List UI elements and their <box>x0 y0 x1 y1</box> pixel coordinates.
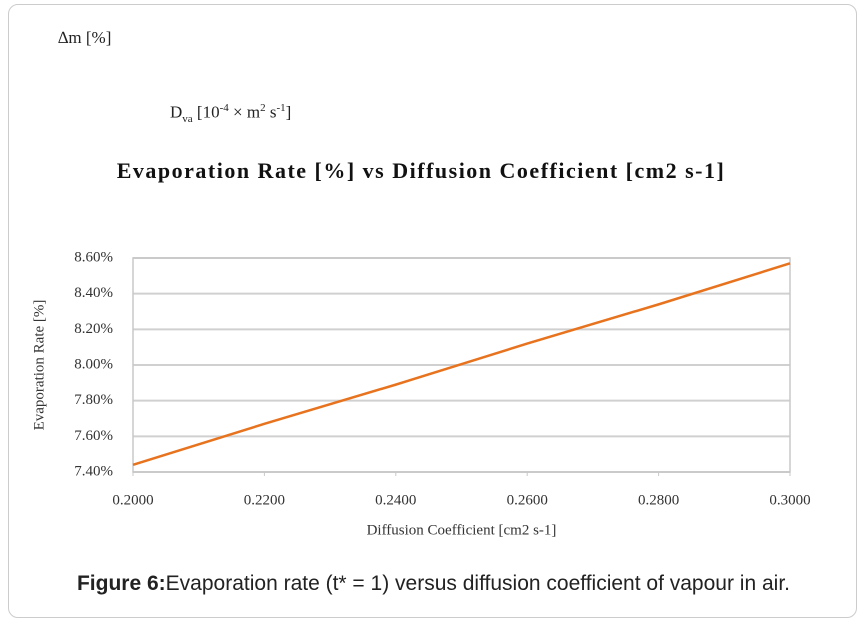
x-tick-label: 0.2400 <box>375 492 416 508</box>
x-tick-label: 0.3000 <box>769 492 810 508</box>
x-tick-label: 0.2200 <box>244 492 285 508</box>
dva-part: -4 <box>219 102 229 114</box>
data-line <box>132 262 791 467</box>
y-tick-label: 7.60% <box>74 428 113 444</box>
y-tick-label: 7.80% <box>74 392 113 408</box>
dva-part: × m <box>228 102 261 122</box>
chart-title: Evaporation Rate [%] vs Diffusion Coeffi… <box>116 158 726 183</box>
x-axis-label: Diffusion Coefficient [cm2 s-1] <box>367 522 557 538</box>
caption-text: Evaporation rate (t* = 1) versus diffusi… <box>165 572 790 595</box>
dva-note: Dva [10-4 × m2 s-1] <box>170 102 291 125</box>
y-tick-label: 8.60% <box>74 249 113 265</box>
y-axis-label: Evaporation Rate [%] <box>31 300 47 431</box>
dva-part: D <box>170 102 183 122</box>
y-tick-label: 8.40% <box>74 285 113 301</box>
y-tick-label: 8.20% <box>74 321 113 337</box>
y-tick-label: 8.00% <box>74 356 113 372</box>
y-tick-label: 7.40% <box>74 463 113 479</box>
x-tick-label: 0.2000 <box>112 492 153 508</box>
plot-border <box>132 257 791 473</box>
dva-part: s <box>265 102 277 122</box>
delta-note: ∆m [%] <box>58 28 112 47</box>
dva-part: [10 <box>192 102 220 122</box>
x-tick-label: 0.2600 <box>507 492 548 508</box>
dva-part: ] <box>285 102 292 122</box>
caption: Figure 6:Evaporation rate (t* = 1) versu… <box>0 572 867 596</box>
caption-label: Figure 6: <box>76 572 166 595</box>
figure-frame <box>8 4 857 618</box>
x-tick-label: 0.2800 <box>638 492 679 508</box>
dva-part: va <box>182 113 193 126</box>
dva-part: 2 <box>260 102 266 114</box>
dva-part: -1 <box>276 102 286 114</box>
